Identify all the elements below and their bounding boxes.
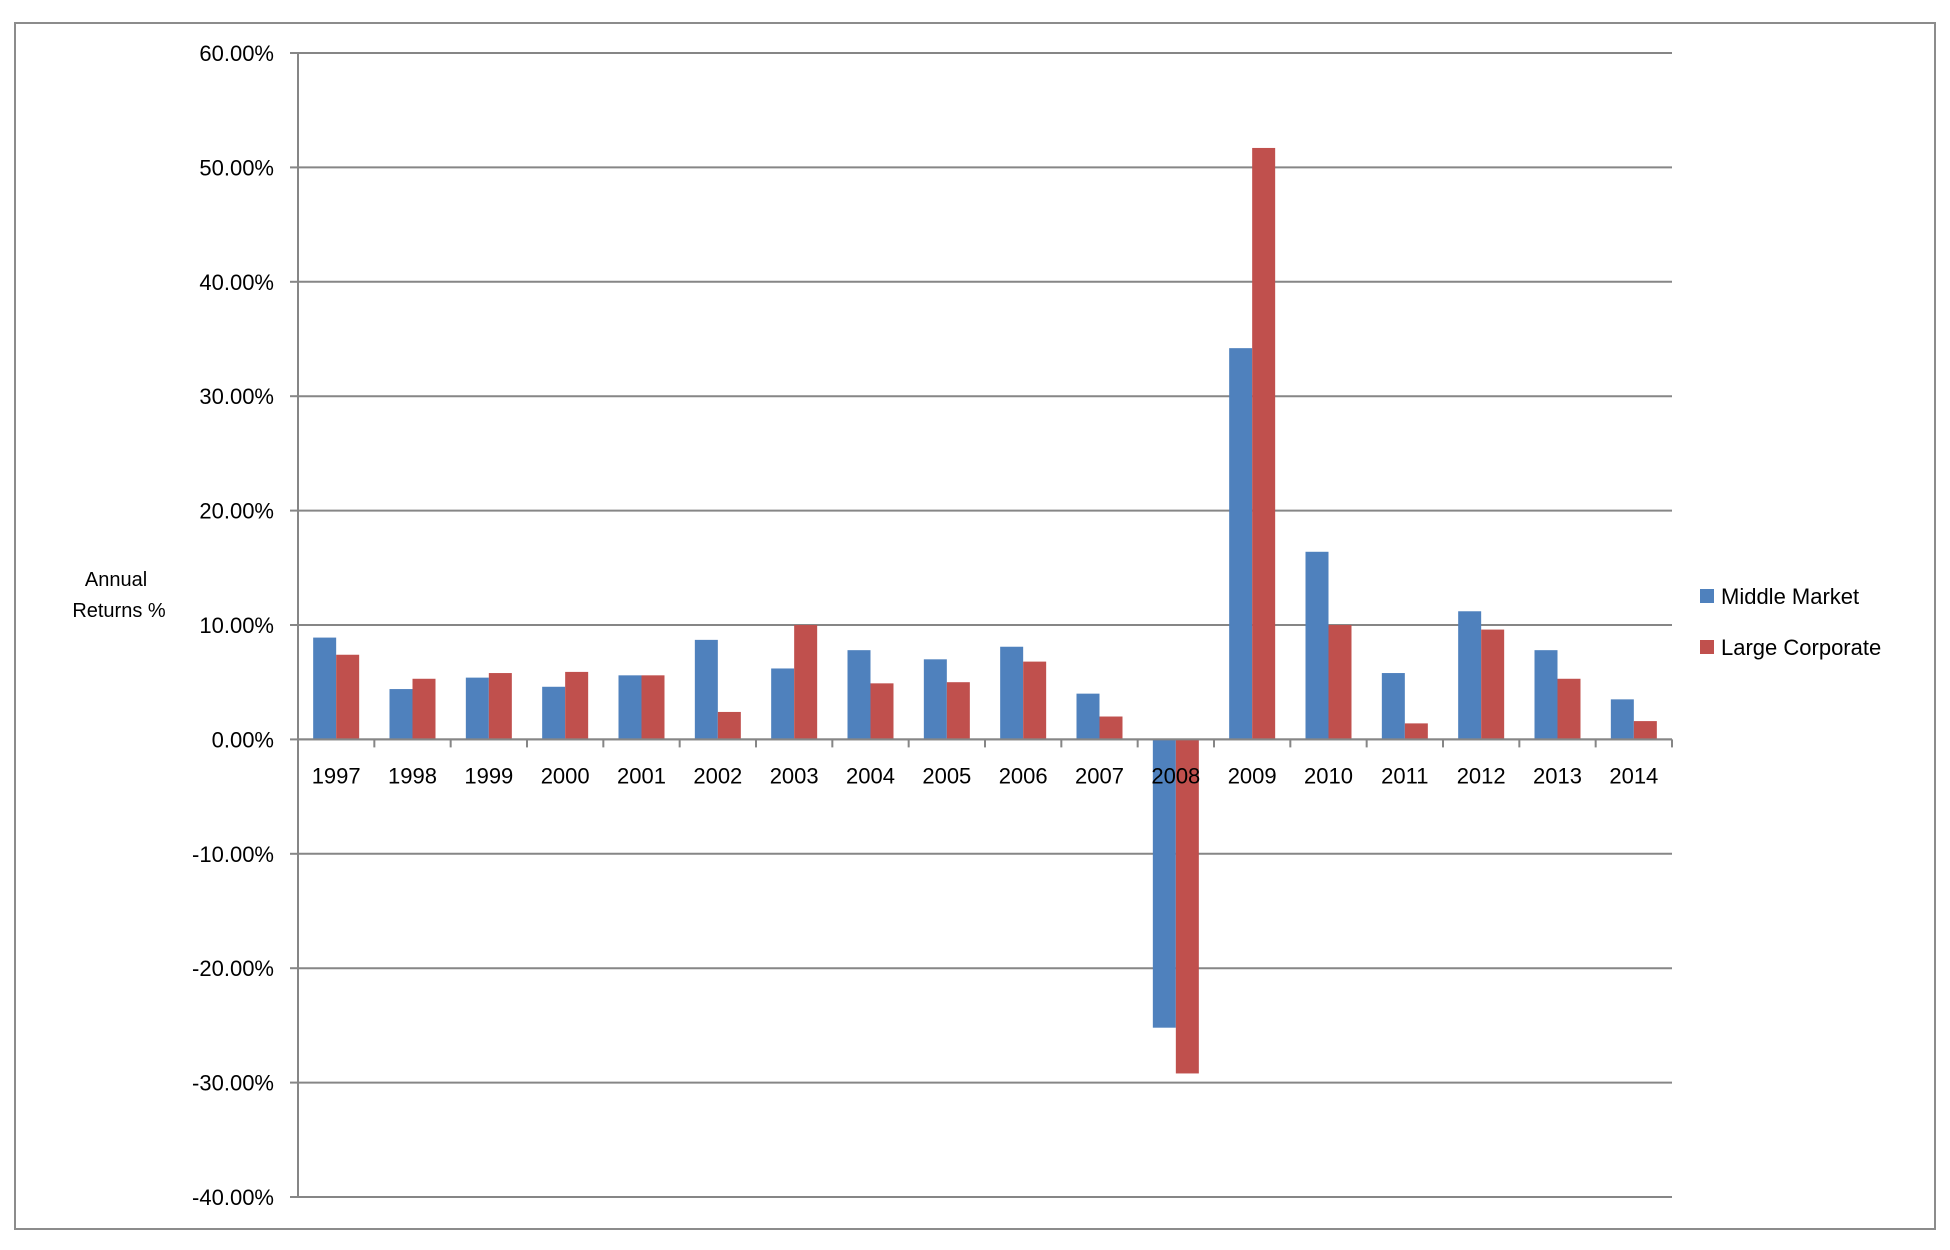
x-tick-label: 2000 [541,763,590,788]
bar-middle-market-2005 [923,659,947,740]
bar-large-corporate-2003 [794,625,818,740]
x-tick-label: 2014 [1609,763,1658,788]
y-tick-labels: 60.00% 50.00% 40.00% 30.00% 20.00% 10.00% 0.00… [192,41,298,1210]
x-tick-label: 1998 [388,763,437,788]
x-tick-label: 2008 [1151,763,1200,788]
bar-large-corporate-2006 [1023,661,1047,740]
bar-large-corporate-1999 [488,673,512,740]
bar-large-corporate-2001 [641,675,665,740]
x-tick-label: 2012 [1457,763,1506,788]
bar-middle-market-2002 [694,639,718,740]
legend-swatch-middle-market [1700,589,1714,603]
bar-middle-market-2007 [1076,693,1100,740]
x-tick-label: 2011 [1381,763,1428,788]
bar-middle-market-2000 [542,686,566,740]
bar-middle-market-2012 [1458,611,1482,740]
y-tick-label: 30.00% [199,384,274,409]
bar-middle-market-2010 [1305,551,1329,740]
x-tick-label: 2003 [770,763,819,788]
x-tick-label: 1999 [464,763,513,788]
x-tick-label: 2004 [846,763,895,788]
y-tick-label: 10.00% [199,613,274,638]
bar-large-corporate-2011 [1404,723,1428,740]
x-tick-label: 2002 [693,763,742,788]
x-tick-label: 2005 [922,763,971,788]
x-tick-label: 1997 [312,763,361,788]
x-tick-label: 2010 [1304,763,1353,788]
bar-middle-market-2008 [1152,739,1176,1028]
bar-large-corporate-1998 [412,678,436,740]
y-axis-label: Annual Returns % [72,569,166,622]
bar-large-corporate-2013 [1557,678,1581,740]
bars [313,147,1657,1074]
y-tick-label: -40.00% [192,1185,274,1210]
legend: Middle Market Large Corporate [1700,584,1881,660]
y-tick-label: 50.00% [199,155,274,180]
y-tick-label: 0.00% [212,727,274,752]
bar-large-corporate-2009 [1252,147,1276,740]
x-tick-label: 2013 [1533,763,1582,788]
bar-large-corporate-2005 [946,682,970,740]
bar-middle-market-2013 [1534,650,1558,740]
y-tick-label: -20.00% [192,956,274,981]
bar-large-corporate-2000 [565,671,589,740]
y-tick-label: 40.00% [199,270,274,295]
bar-large-corporate-1997 [336,654,360,740]
x-tick-label: 2006 [999,763,1048,788]
x-tick-label: 2009 [1228,763,1277,788]
bar-large-corporate-2007 [1099,716,1123,740]
bar-middle-market-1999 [465,677,489,740]
x-tick-label: 2007 [1075,763,1124,788]
bar-middle-market-1998 [389,689,413,740]
bar-large-corporate-2002 [717,711,741,740]
bar-large-corporate-2004 [870,683,894,740]
bar-large-corporate-2014 [1633,721,1657,740]
bar-middle-market-1997 [313,637,337,740]
bar-middle-market-2004 [847,650,871,740]
y-tick-label: -30.00% [192,1071,274,1096]
y-tick-label: 60.00% [199,41,274,66]
bar-large-corporate-2012 [1481,629,1505,740]
bar-middle-market-2011 [1381,673,1405,740]
bar-middle-market-2006 [1000,646,1024,740]
x-tick-label: 2001 [617,763,666,788]
bar-middle-market-2001 [618,675,642,740]
legend-label-large-corporate: Large Corporate [1721,635,1881,660]
bar-large-corporate-2008 [1175,739,1199,1074]
y-axis-label-line-1: Annual [85,569,147,591]
legend-label-middle-market: Middle Market [1721,584,1859,609]
bar-middle-market-2014 [1610,699,1634,740]
y-tick-label: -10.00% [192,842,274,867]
x-tick-labels: 1997 1998 1999 2000 2001 2002 2003 2004 2005 2006… [312,763,1659,788]
legend-swatch-large-corporate [1700,640,1714,654]
y-tick-label: 20.00% [199,499,274,524]
bar-middle-market-2009 [1229,348,1253,740]
bar-large-corporate-2010 [1328,625,1352,740]
bar-middle-market-2003 [771,668,795,740]
y-axis-label-line-2: Returns % [72,600,166,622]
